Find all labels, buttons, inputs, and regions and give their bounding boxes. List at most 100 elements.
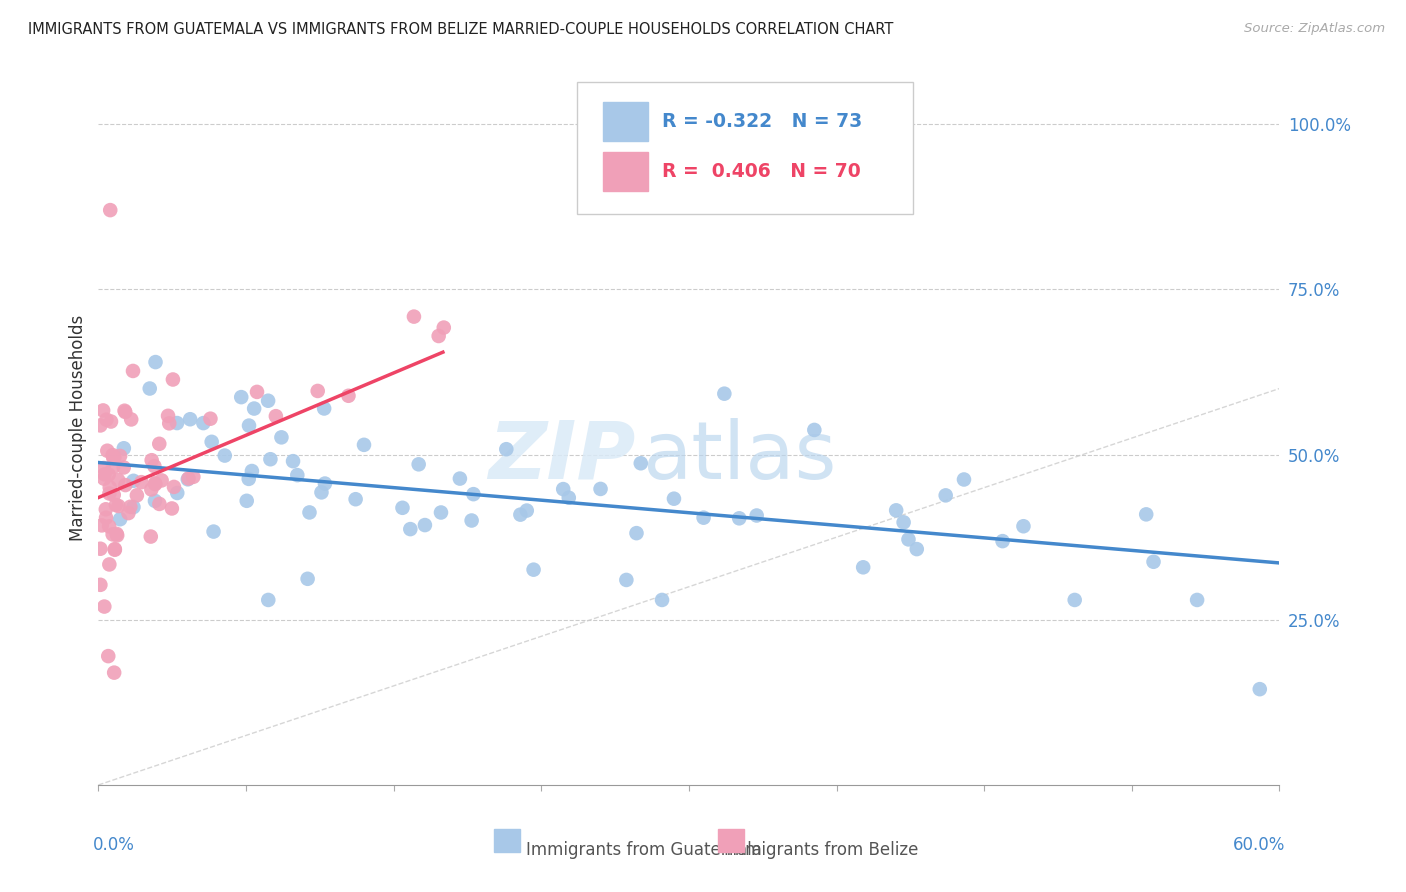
Point bbox=[179, 412, 201, 426]
Point bbox=[98, 480, 121, 494]
Point bbox=[953, 473, 976, 487]
Point bbox=[238, 418, 260, 433]
Point bbox=[143, 476, 166, 491]
Point bbox=[264, 409, 287, 424]
Point bbox=[103, 488, 125, 502]
Point bbox=[402, 310, 425, 324]
Point bbox=[107, 473, 129, 487]
Point bbox=[337, 389, 360, 403]
Point bbox=[427, 329, 450, 343]
FancyBboxPatch shape bbox=[576, 82, 914, 214]
Point bbox=[399, 522, 422, 536]
Point bbox=[553, 482, 575, 496]
Point bbox=[103, 451, 125, 466]
Point bbox=[143, 494, 166, 508]
Point bbox=[122, 364, 145, 378]
Point bbox=[143, 459, 166, 474]
Point bbox=[107, 499, 129, 513]
Point bbox=[214, 449, 236, 463]
Point bbox=[257, 393, 280, 408]
Point bbox=[108, 512, 131, 526]
Point bbox=[93, 599, 115, 614]
Point bbox=[104, 498, 127, 512]
Point bbox=[651, 593, 673, 607]
Point bbox=[589, 482, 612, 496]
Point bbox=[93, 472, 115, 486]
Bar bbox=[494, 830, 520, 852]
Point bbox=[897, 533, 920, 547]
Point bbox=[297, 572, 319, 586]
Point bbox=[166, 486, 188, 500]
Point bbox=[177, 471, 200, 485]
Point bbox=[114, 403, 136, 417]
Point bbox=[495, 442, 517, 457]
Point bbox=[98, 486, 121, 500]
Point bbox=[157, 417, 180, 431]
Point bbox=[120, 500, 142, 514]
Point bbox=[89, 578, 111, 592]
Point bbox=[307, 384, 329, 398]
Text: ZIP: ZIP bbox=[488, 417, 636, 496]
Text: Immigrants from Belize: Immigrants from Belize bbox=[724, 840, 918, 859]
Point bbox=[148, 437, 170, 451]
Point bbox=[104, 542, 127, 557]
Point bbox=[89, 418, 111, 433]
Text: 60.0%: 60.0% bbox=[1233, 837, 1285, 855]
Point bbox=[103, 450, 125, 465]
Text: 0.0%: 0.0% bbox=[93, 837, 135, 855]
Point bbox=[935, 488, 957, 502]
Point bbox=[100, 415, 122, 429]
Point bbox=[94, 510, 117, 524]
Point bbox=[745, 508, 768, 523]
Point bbox=[201, 434, 224, 449]
Bar bbox=[603, 152, 648, 191]
Point bbox=[90, 518, 112, 533]
Point bbox=[413, 518, 436, 533]
Text: IMMIGRANTS FROM GUATEMALA VS IMMIGRANTS FROM BELIZE MARRIED-COUPLE HOUSEHOLDS CO: IMMIGRANTS FROM GUATEMALA VS IMMIGRANTS … bbox=[28, 22, 893, 37]
Point bbox=[238, 472, 260, 486]
Point bbox=[101, 448, 124, 462]
Point bbox=[163, 480, 186, 494]
Point bbox=[884, 503, 907, 517]
Point bbox=[231, 390, 253, 404]
Point bbox=[96, 412, 118, 426]
Point bbox=[430, 506, 453, 520]
Point bbox=[114, 478, 136, 492]
Point bbox=[150, 474, 173, 488]
Point bbox=[108, 449, 131, 463]
Point bbox=[463, 487, 485, 501]
Bar bbox=[718, 830, 744, 852]
Point bbox=[101, 460, 124, 475]
Point bbox=[353, 438, 375, 452]
Point bbox=[112, 460, 135, 475]
Point bbox=[281, 454, 304, 468]
Point bbox=[1063, 593, 1085, 607]
Point bbox=[160, 501, 183, 516]
Point bbox=[122, 474, 145, 488]
Point bbox=[200, 411, 222, 425]
Point bbox=[139, 382, 162, 396]
Point bbox=[157, 409, 180, 423]
Point bbox=[803, 423, 825, 437]
Point bbox=[97, 467, 120, 482]
Point bbox=[183, 470, 205, 484]
Point bbox=[139, 530, 162, 544]
Point bbox=[105, 527, 128, 541]
Point bbox=[991, 534, 1014, 549]
Point bbox=[1142, 555, 1164, 569]
Point bbox=[344, 492, 367, 507]
Point bbox=[98, 203, 121, 218]
Point bbox=[692, 510, 714, 524]
Text: R =  0.406   N = 70: R = 0.406 N = 70 bbox=[662, 161, 860, 181]
Point bbox=[259, 452, 281, 467]
Point bbox=[141, 483, 163, 497]
Point bbox=[433, 320, 456, 334]
Point bbox=[145, 355, 167, 369]
Point bbox=[114, 405, 136, 419]
Point bbox=[120, 412, 142, 426]
Point bbox=[1012, 519, 1035, 533]
Point bbox=[193, 416, 215, 430]
Point bbox=[391, 500, 413, 515]
Bar bbox=[603, 102, 648, 141]
Point bbox=[131, 475, 153, 490]
